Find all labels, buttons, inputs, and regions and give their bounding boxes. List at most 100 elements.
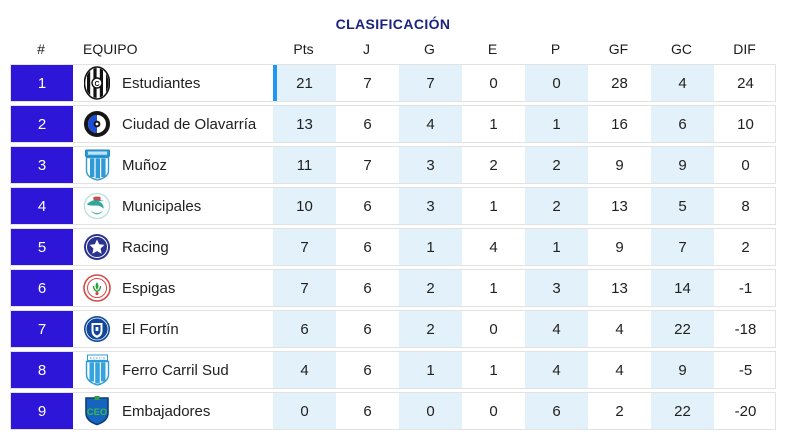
team-name: Espigas [122, 279, 176, 297]
column-header-g: G [424, 41, 435, 57]
stat-p: 2 [525, 147, 588, 183]
stat-g: 2 [399, 270, 462, 306]
column-header-j: J [363, 41, 370, 57]
stat-gf: 28 [611, 74, 628, 92]
stat-gf: 2 [615, 402, 624, 420]
ferro-crest-icon: F.C.F.C.S [83, 353, 111, 387]
stat-g: 3 [399, 147, 462, 183]
page-title: CLASIFICACIÓN [335, 16, 451, 32]
stat-e: 0 [489, 402, 498, 420]
table-row: 3 Muñoz 11 7 3 2 2 9 9 0 [10, 146, 776, 184]
stat-dif: 24 [737, 74, 754, 92]
position-badge: 4 [11, 188, 73, 224]
stat-gc: 4 [651, 65, 714, 101]
table-row: 4 Municipales 10 6 3 1 2 13 5 8 [10, 187, 776, 225]
stat-j: 7 [363, 156, 372, 174]
team-cell: Muñoz [73, 147, 273, 183]
stat-e: 0 [489, 320, 498, 338]
team-name: Embajadores [122, 402, 211, 420]
table-row: 2 Ciudad de Olavarría 13 6 4 1 1 16 6 10 [10, 105, 776, 143]
stat-gf: 9 [615, 238, 624, 256]
stat-gf: 9 [615, 156, 624, 174]
svg-text:F.C.F.C.S: F.C.F.C.S [89, 356, 105, 360]
stat-dif: -5 [738, 361, 753, 379]
team-cell: Espigas [73, 270, 273, 306]
team-name: Muñoz [122, 156, 168, 174]
stat-j: 6 [363, 115, 372, 133]
position-badge: 6 [11, 270, 73, 306]
munoz-crest-icon [83, 148, 111, 182]
stat-p: 0 [525, 65, 588, 101]
espigas-crest-icon [83, 271, 111, 305]
stat-pts: 6 [273, 311, 336, 347]
stat-e: 4 [489, 238, 498, 256]
table-row: 1 C Estudiantes 21 7 7 0 0 28 4 24 [10, 64, 776, 102]
stat-j: 7 [363, 74, 372, 92]
table-row: 7 El Fortín 6 6 2 0 4 4 22 -18 [10, 310, 776, 348]
team-name: El Fortín [122, 320, 179, 338]
position-badge: 7 [11, 311, 73, 347]
stat-j: 6 [363, 238, 372, 256]
team-cell: El Fortín [73, 311, 273, 347]
stat-gc: 14 [651, 270, 714, 306]
position-badge: 8 [11, 352, 73, 388]
stat-j: 6 [363, 402, 372, 420]
position-badge: 2 [11, 106, 73, 142]
column-header-gf: GF [608, 41, 629, 57]
stat-gc: 9 [651, 147, 714, 183]
stat-gc: 6 [651, 106, 714, 142]
stat-e: 1 [489, 279, 498, 297]
column-header-p: P [550, 41, 561, 57]
team-cell: Ciudad de Olavarría [73, 106, 273, 142]
stat-p: 2 [525, 188, 588, 224]
stat-pts: 21 [273, 65, 336, 101]
stat-pts: 4 [273, 352, 336, 388]
stat-j: 6 [363, 320, 372, 338]
stat-j: 6 [363, 197, 372, 215]
stat-gc: 7 [651, 229, 714, 265]
team-cell: Racing [73, 229, 273, 265]
racing-crest-icon [83, 230, 111, 264]
stat-p: 6 [525, 393, 588, 429]
stat-g: 4 [399, 106, 462, 142]
team-name: Ferro Carril Sud [122, 361, 229, 379]
stat-p: 4 [525, 311, 588, 347]
position-badge: 5 [11, 229, 73, 265]
svg-text:CEO: CEO [87, 407, 108, 418]
position-badge: 9 [11, 393, 73, 429]
stat-dif: 10 [737, 115, 754, 133]
table-body: 1 C Estudiantes 21 7 7 0 0 28 4 24 2 Ciudad de … [10, 64, 776, 430]
stat-gc: 22 [651, 393, 714, 429]
position-badge: 1 [11, 65, 73, 101]
stat-dif: -1 [738, 279, 753, 297]
stat-dif: 8 [741, 197, 750, 215]
stat-pts: 11 [273, 147, 336, 183]
column-header-pts: Pts [293, 41, 314, 57]
stat-j: 6 [363, 279, 372, 297]
stat-dif: -18 [734, 320, 757, 338]
column-header-gc: GC [671, 41, 692, 57]
table-row: 6 Espigas 7 6 2 1 3 13 14 -1 [10, 269, 776, 307]
stat-g: 2 [399, 311, 462, 347]
team-cell: Municipales [73, 188, 273, 224]
column-header-equipo: EQUIPO [83, 41, 138, 57]
stat-g: 1 [399, 352, 462, 388]
stat-dif: 0 [741, 156, 750, 174]
table-row: 5 Racing 7 6 1 4 1 9 7 2 [10, 228, 776, 266]
municipales-crest-icon [83, 189, 111, 223]
embajadores-crest-icon: CEO [83, 394, 111, 428]
stat-pts: 7 [273, 270, 336, 306]
stat-dif: 2 [741, 238, 750, 256]
position-badge: 3 [11, 147, 73, 183]
estudiantes-crest-icon: C [83, 66, 111, 100]
stat-gc: 22 [651, 311, 714, 347]
stat-j: 6 [363, 361, 372, 379]
stat-gf: 4 [615, 361, 624, 379]
stat-g: 7 [399, 65, 462, 101]
team-name: Racing [122, 238, 169, 256]
stat-pts: 13 [273, 106, 336, 142]
stat-gf: 16 [611, 115, 628, 133]
stat-p: 4 [525, 352, 588, 388]
stat-pts: 10 [273, 188, 336, 224]
